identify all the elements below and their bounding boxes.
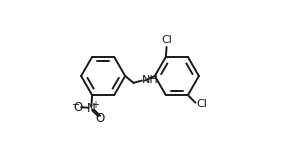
- Text: −: −: [72, 100, 80, 109]
- Text: +: +: [91, 100, 99, 110]
- Text: NH: NH: [142, 75, 159, 85]
- Text: Cl: Cl: [196, 99, 207, 109]
- Text: Cl: Cl: [161, 35, 172, 45]
- Text: N: N: [87, 102, 96, 114]
- Text: O: O: [74, 101, 83, 114]
- Text: O: O: [95, 112, 104, 125]
